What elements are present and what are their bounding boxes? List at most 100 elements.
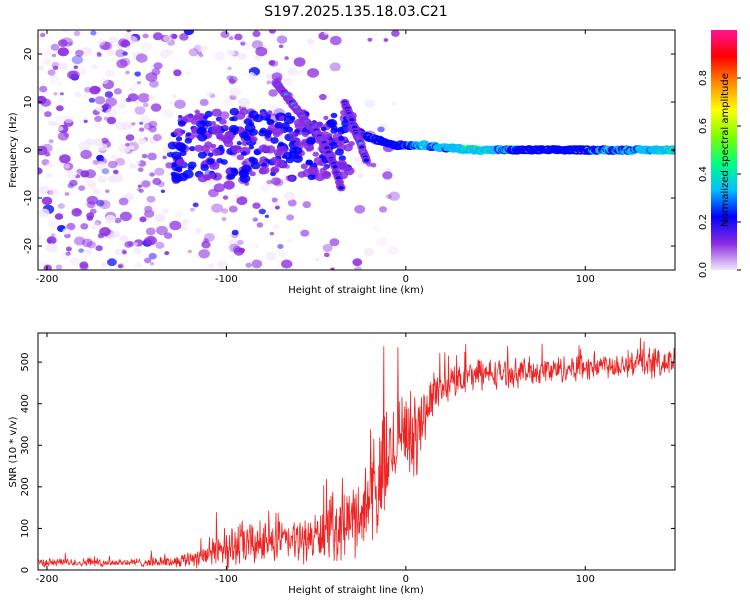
spectrogram-noise-blob: [108, 36, 118, 44]
spectrogram-noise-blob: [229, 254, 235, 259]
spectrogram-noise-blob: [53, 92, 58, 96]
spectrogram-noise-blob: [140, 42, 153, 52]
spectrogram-cluster-blob: [194, 109, 200, 115]
spectrogram-noise-blob: [71, 55, 83, 65]
spectrogram-noise-blob: [146, 195, 156, 203]
spectrogram-noise-blob: [173, 69, 182, 77]
spectrogram-cluster-blob: [307, 174, 316, 181]
spectrogram-noise-blob: [163, 35, 172, 42]
spectrogram-noise-blob: [155, 241, 165, 249]
spectrogram-cluster-blob: [214, 130, 223, 137]
spectrogram-noise-blob: [144, 205, 153, 213]
spectrogram-noise-blob: [50, 43, 60, 51]
y-tick-label: -20: [23, 238, 34, 254]
spectrogram-noise-blob: [67, 41, 73, 46]
spectrogram-cluster-blob: [220, 159, 228, 165]
spectrogram-noise-blob: [134, 262, 143, 268]
spectrogram-noise-blob: [95, 106, 103, 112]
spectrogram-noise-blob: [140, 115, 151, 124]
spectrogram-noise-blob: [48, 74, 59, 84]
spectrogram-noise-blob: [307, 68, 320, 78]
spectrogram-noise-blob: [330, 35, 342, 46]
spectrogram-cluster-blob: [270, 166, 280, 174]
spectrogram-noise-blob: [152, 177, 162, 186]
spectrogram-noise-blob: [315, 257, 320, 262]
spectrogram-cluster-blob: [323, 115, 329, 120]
spectrogram-noise-blob: [129, 74, 137, 81]
spectrogram-noise-blob: [379, 206, 387, 213]
spectrogram-noise-blob: [220, 30, 230, 39]
spectrogram-noise-blob: [145, 235, 158, 246]
spectrogram-cluster-blob: [175, 136, 183, 142]
y-tick-label: 0: [20, 567, 31, 573]
spectrogram-noise-blob: [228, 238, 240, 248]
spectrogram-noise-blob: [116, 59, 128, 69]
spectrogram-noise-blob: [277, 249, 288, 258]
spectrogram-noise-blob: [139, 127, 145, 132]
spectrogram-xlabel: Height of straight line (km): [288, 285, 424, 296]
spectrogram-cluster-blob: [339, 125, 350, 134]
spectrogram-noise-blob: [109, 56, 117, 62]
spectrogram-noise-blob: [281, 259, 293, 269]
spectrogram-noise-blob: [255, 46, 268, 57]
spectrogram-noise-blob: [291, 267, 296, 270]
spectrogram-noise-blob: [160, 49, 171, 59]
spectrogram-cluster-blob: [177, 172, 189, 182]
spectrogram-noise-blob: [233, 247, 245, 256]
spectrogram-cluster-blob: [259, 127, 267, 134]
spectrogram-noise-blob: [169, 220, 182, 231]
spectrogram-cluster-blob: [250, 136, 258, 143]
colorbar-label: Normalized spectral amplitude: [720, 73, 731, 227]
spectrogram-noise-blob: [234, 193, 240, 199]
spectrogram-noise-blob: [133, 83, 138, 88]
spectrogram-noise-blob: [73, 65, 79, 70]
snr-xlabel: Height of straight line (km): [288, 585, 424, 596]
spectrogram-cluster-blob: [175, 142, 184, 149]
spectrogram-noise-blob: [242, 44, 249, 50]
spectrogram-noise-blob: [115, 121, 127, 131]
spectrogram-noise-blob: [96, 51, 102, 56]
spectrogram-cluster-blob: [306, 137, 316, 145]
spectrogram-cluster-blob: [223, 133, 234, 142]
spectrogram-noise-blob: [51, 233, 56, 237]
spectrogram-noise-blob: [107, 258, 117, 267]
spectrogram-noise-blob: [81, 46, 93, 56]
spectrogram-noise-blob: [302, 201, 312, 209]
x-tick-label: 0: [403, 574, 409, 585]
spectrogram-noise-blob: [367, 37, 373, 42]
spectrogram-noise-blob: [57, 47, 69, 57]
spectrogram-noise-blob: [254, 244, 259, 249]
spectrogram-noise-blob: [252, 217, 258, 222]
spectrogram-noise-blob: [69, 179, 78, 187]
spectrogram-noise-blob: [43, 48, 53, 56]
spectrogram-noise-blob: [94, 96, 106, 105]
spectrogram-cluster-blob: [227, 173, 236, 180]
spectrogram-noise-blob: [54, 213, 64, 220]
colorbar-tick-label: 0.4: [698, 166, 709, 182]
spectrogram-noise-blob: [207, 263, 215, 269]
spectrogram-noise-blob: [101, 137, 109, 144]
spectrogram-noise-blob: [145, 227, 156, 236]
spectrogram-noise-blob: [80, 149, 92, 160]
spectrogram-cluster-blob: [330, 112, 338, 119]
spectrogram-noise-blob: [78, 185, 86, 191]
spectrogram-cluster-blob: [222, 125, 228, 130]
spectrogram-noise-blob: [119, 57, 131, 67]
spectrogram-noise-blob: [74, 236, 86, 246]
spectrogram-noise-blob: [105, 48, 115, 57]
spectrogram-noise-blob: [65, 251, 71, 256]
spectrogram-noise-blob: [113, 169, 119, 175]
x-tick-label: 100: [576, 274, 595, 285]
spectrogram-cluster-blob: [211, 108, 222, 117]
spectrogram-noise-blob: [78, 141, 91, 151]
spectrogram-noise-blob: [162, 208, 169, 214]
spectrogram-noise-blob: [174, 212, 182, 219]
spectrogram-noise-blob: [83, 119, 88, 124]
spectrogram-noise-blob: [129, 145, 135, 150]
spectrogram-cluster-blob: [241, 151, 247, 156]
spectrogram-y-axis: -20 -10 0 10 20: [23, 48, 675, 254]
spectrogram-cluster-blob: [314, 172, 326, 182]
spectrogram-noise-blob: [47, 69, 56, 76]
spectrogram-noise-blob: [222, 97, 233, 106]
